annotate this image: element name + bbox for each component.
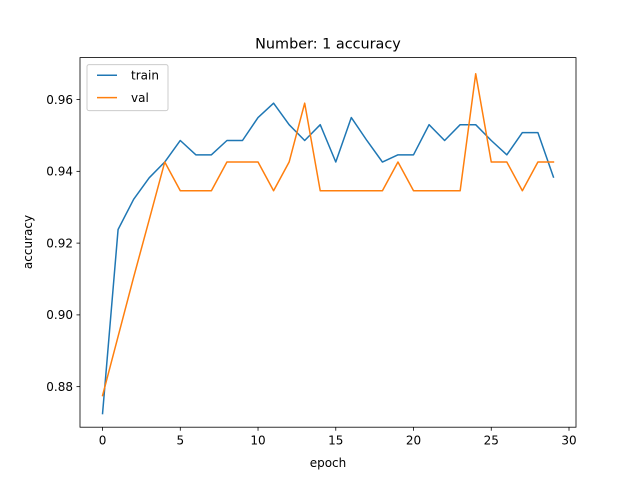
x-tick-label: 5	[176, 434, 184, 448]
y-tick-label: 0.96	[46, 93, 73, 107]
y-tick-label: 0.92	[46, 236, 73, 250]
x-tick-label: 30	[561, 434, 576, 448]
y-tick-label: 0.90	[46, 308, 73, 322]
chart-title: Number: 1 accuracy	[255, 37, 401, 53]
x-axis-ticks: 0 5 10 15 20 25 30	[99, 427, 577, 448]
y-tick-label: 0.88	[46, 380, 73, 394]
x-tick-label: 15	[328, 434, 343, 448]
x-tick-label: 10	[250, 434, 265, 448]
legend-box	[86, 64, 169, 112]
y-tick-label: 0.94	[46, 165, 73, 179]
plot-frame	[79, 57, 577, 428]
legend-label-train: train	[131, 68, 159, 82]
y-axis-label: accuracy	[21, 215, 35, 269]
series-line-train	[101, 102, 555, 415]
x-axis-label: epoch	[310, 456, 347, 470]
y-axis-ticks: 0.88 0.90 0.92 0.94 0.96	[46, 93, 80, 394]
x-tick-label: 25	[484, 434, 499, 448]
series-line-val	[101, 73, 555, 397]
legend-label-val: val	[131, 91, 149, 105]
series-layer	[101, 73, 555, 415]
x-tick-label: 0	[99, 434, 107, 448]
x-tick-label: 20	[406, 434, 421, 448]
legend: train val	[86, 64, 169, 112]
